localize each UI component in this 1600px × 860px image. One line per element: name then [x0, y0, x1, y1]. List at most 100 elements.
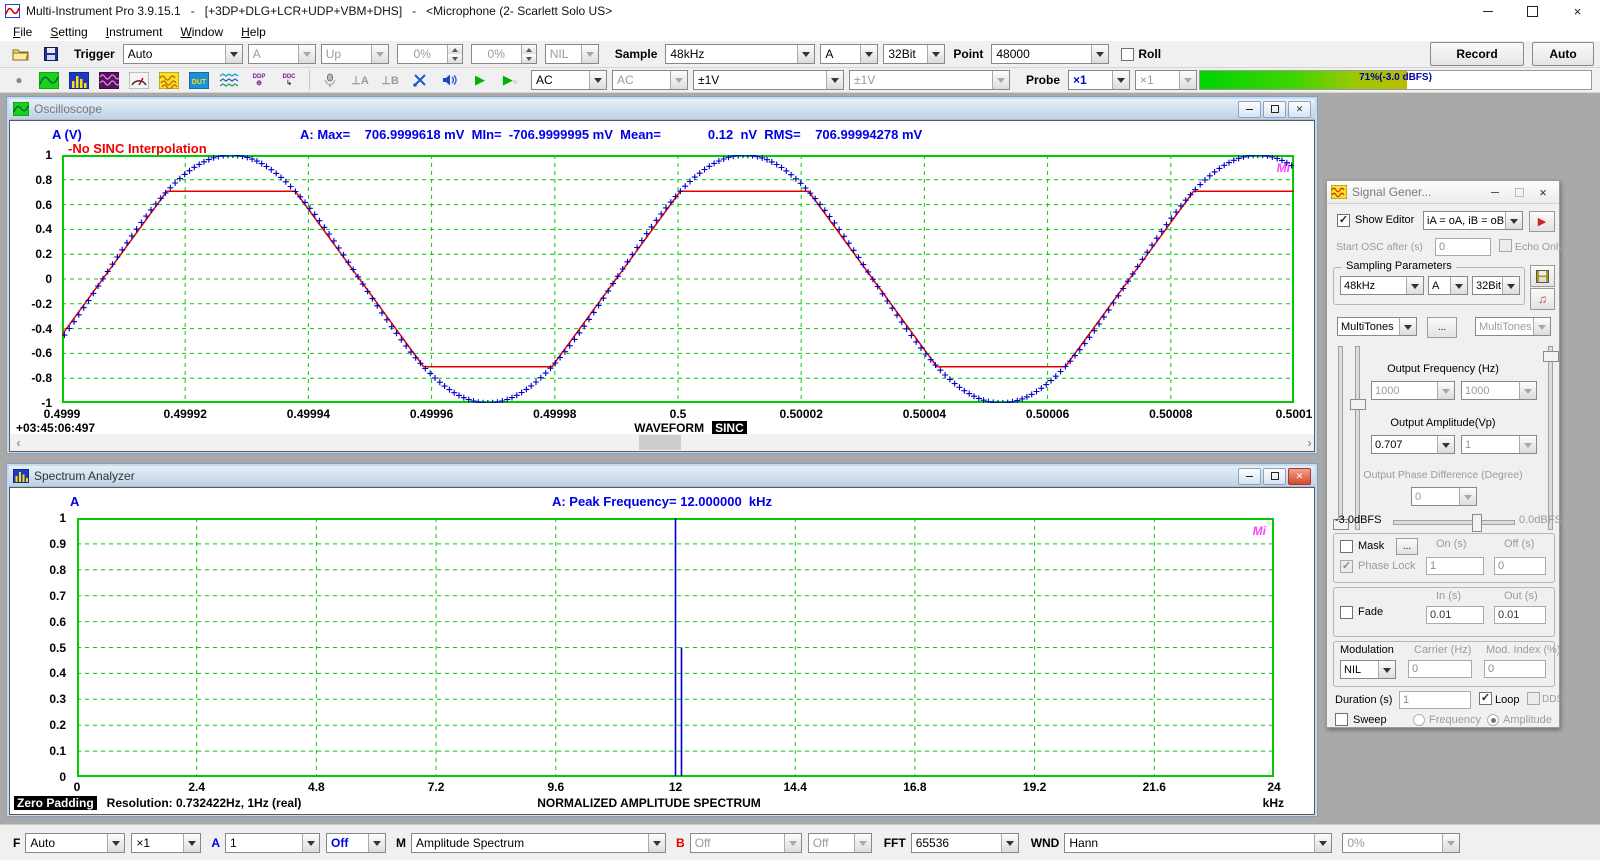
sound-output-button[interactable] [436, 68, 464, 92]
dds-checkbox[interactable] [1527, 692, 1540, 705]
slider-thumb[interactable] [1543, 351, 1559, 362]
trigger-source-combo[interactable]: A [248, 44, 316, 64]
trigger-delay-spinner[interactable]: 0% [471, 44, 537, 64]
run-generator-button[interactable]: ▶○ [496, 68, 524, 92]
b-ref-combo[interactable]: Off [808, 833, 872, 853]
freq-mult-combo[interactable]: ×1 [131, 833, 201, 853]
waveform-b-combo[interactable]: MultiTones [1475, 317, 1551, 336]
spectrum-3d-plot-button[interactable] [155, 68, 183, 92]
scroll-left-icon[interactable]: ‹ [10, 434, 27, 451]
spectrum-canvas[interactable] [77, 518, 1274, 777]
analysis-mode-combo[interactable]: Amplitude Spectrum [411, 833, 666, 853]
freq-b-combo[interactable]: 1000 [1461, 381, 1537, 400]
derived-data-curve-button[interactable] [215, 68, 243, 92]
trigger-hpf-combo[interactable]: NIL [545, 44, 599, 64]
fade-in-input[interactable] [1426, 606, 1484, 624]
trigger-marker-a-button[interactable]: ⊥A [346, 68, 374, 92]
close-button[interactable]: × [1555, 0, 1600, 22]
run-generator-button[interactable]: ▶ [1529, 211, 1555, 232]
waveform-editor-button[interactable]: ... [1427, 317, 1457, 338]
a-ref-combo[interactable]: Off [326, 833, 386, 853]
a-gain-combo[interactable]: 1 [225, 833, 320, 853]
restore-button[interactable] [1263, 101, 1286, 118]
scroll-track[interactable] [27, 434, 1301, 451]
sweep-frequency-radio[interactable] [1413, 714, 1425, 726]
close-button[interactable]: × [1531, 183, 1555, 201]
app-titlebar[interactable]: Multi-Instrument Pro 3.9.15.1 - [+3DP+DL… [0, 0, 1600, 23]
spinner-arrows-icon[interactable] [521, 45, 536, 63]
roll-checkbox[interactable] [1121, 48, 1134, 61]
multimeter-button[interactable] [125, 68, 153, 92]
amp-b-combo[interactable]: 1 [1461, 435, 1537, 454]
sg-bits-combo[interactable]: 32Bit [1472, 276, 1520, 295]
amp-a-combo[interactable]: 0.707 [1371, 435, 1455, 454]
close-button[interactable]: ✕ [1288, 468, 1311, 485]
ddc-viewer-button[interactable]: DDC↳ [275, 68, 303, 92]
mask-checkbox[interactable] [1340, 540, 1353, 553]
menu-file[interactable]: File [4, 24, 41, 40]
probe-b-combo[interactable]: ×1 [1135, 70, 1197, 90]
sg-channel-combo[interactable]: A [1428, 276, 1468, 295]
coupling-a-combo[interactable]: AC [531, 70, 607, 90]
overlap-combo[interactable]: 0% [1342, 833, 1460, 853]
freq-a-combo[interactable]: 1000 [1371, 381, 1455, 400]
probe-calibration-button[interactable] [406, 68, 434, 92]
mod-index-input[interactable] [1484, 660, 1546, 678]
spectrum-plot[interactable] [77, 518, 1274, 777]
maximize-button[interactable] [1510, 0, 1555, 22]
dbfs-slider[interactable] [1393, 520, 1515, 525]
close-button[interactable]: ✕ [1288, 101, 1311, 118]
phase-combo[interactable]: 0 [1411, 487, 1477, 506]
trigger-level-spinner[interactable]: 0% [397, 44, 463, 64]
input-device-button[interactable] [316, 68, 344, 92]
sweep-checkbox[interactable] [1335, 713, 1348, 726]
menu-setting[interactable]: Setting [41, 24, 96, 40]
coupling-b-combo[interactable]: AC [612, 70, 688, 90]
duration-input[interactable] [1399, 691, 1471, 709]
trigger-edge-combo[interactable]: Up [321, 44, 389, 64]
phase-lock-checkbox[interactable] [1340, 560, 1353, 573]
minimize-button[interactable] [1238, 468, 1261, 485]
mask-editor-button[interactable]: ... [1396, 538, 1418, 555]
carrier-input[interactable] [1408, 660, 1472, 678]
ddp-viewer-button[interactable]: DDP⊕ [245, 68, 273, 92]
spinner-arrows-icon[interactable] [447, 45, 462, 63]
spectrum-analyzer-button[interactable] [65, 68, 93, 92]
scroll-right-icon[interactable]: › [1301, 434, 1315, 451]
scroll-thumb[interactable] [639, 435, 681, 450]
sweep-amplitude-radio[interactable] [1487, 714, 1499, 726]
oscilloscope-titlebar[interactable]: Oscilloscope ✕ [9, 99, 1315, 120]
modulation-combo[interactable]: NIL [1340, 660, 1396, 679]
fft-size-combo[interactable]: 65536 [911, 833, 1019, 853]
sg-save-button[interactable] [1530, 265, 1555, 287]
probe-a-combo[interactable]: ×1 [1068, 70, 1130, 90]
sg-sound-card-button[interactable]: ♫ [1530, 288, 1555, 310]
slider-thumb[interactable] [1472, 514, 1482, 532]
restore-button[interactable] [1263, 468, 1286, 485]
bit-depth-combo[interactable]: 32Bit [883, 44, 945, 64]
routing-combo[interactable]: iA = oA, iB = oB [1423, 211, 1523, 230]
sampling-rate-combo[interactable]: 48kHz [665, 44, 815, 64]
run-pause-button[interactable]: ▶ [466, 68, 494, 92]
signal-generator-button[interactable] [95, 68, 123, 92]
slider-thumb[interactable] [1350, 399, 1366, 410]
signal-generator-titlebar[interactable]: Signal Gener... × [1327, 181, 1559, 204]
show-editor-checkbox[interactable] [1337, 214, 1350, 227]
oscilloscope-plot[interactable] [62, 155, 1294, 403]
menu-help[interactable]: Help [232, 24, 275, 40]
oscilloscope-canvas[interactable] [62, 155, 1294, 403]
minimize-button[interactable] [1238, 101, 1261, 118]
start-osc-input[interactable] [1435, 238, 1491, 256]
mask-on-input[interactable] [1426, 557, 1484, 575]
auto-scale-button[interactable]: Auto [1532, 42, 1594, 66]
minimize-button[interactable] [1465, 0, 1510, 22]
sg-sampling-rate-combo[interactable]: 48kHz [1340, 276, 1424, 295]
trigger-marker-b-button[interactable]: ⊥B [376, 68, 404, 92]
sampling-channel-combo[interactable]: A [820, 44, 878, 64]
maximize-button[interactable] [1507, 183, 1531, 201]
open-button[interactable] [7, 42, 35, 66]
menu-window[interactable]: Window [171, 24, 232, 40]
freq-axis-combo[interactable]: Auto [25, 833, 125, 853]
b-gain-combo[interactable]: Off [690, 833, 802, 853]
spectrum-titlebar[interactable]: Spectrum Analyzer ✕ [9, 466, 1315, 487]
